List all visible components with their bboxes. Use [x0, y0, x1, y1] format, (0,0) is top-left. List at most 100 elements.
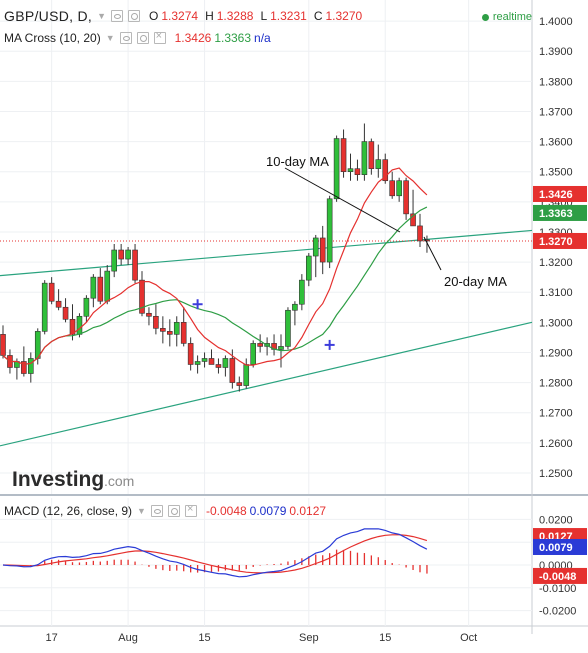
price-tick-label: 1.2800 — [539, 378, 573, 390]
chevron-down-icon[interactable]: ▼ — [137, 506, 146, 516]
candle-body — [132, 249, 138, 281]
candle-body — [125, 249, 131, 260]
ma-cross-label: MA Cross (10, 20) — [4, 31, 101, 45]
macd-hist-value: -0.0048 — [205, 504, 247, 518]
price-tick-label: 1.2600 — [539, 438, 573, 450]
trendline-layer — [0, 229, 533, 447]
macd-label: MACD (12, 26, close, 9) — [4, 504, 133, 518]
candle-body — [299, 279, 305, 305]
ma10-annotation: 10-day MA — [266, 154, 329, 169]
candle-body — [41, 282, 48, 332]
macd-tick-label: -0.0200 — [539, 606, 576, 618]
close-icon[interactable] — [153, 30, 166, 44]
candle-body — [417, 225, 423, 242]
macd-label-bg — [533, 567, 587, 584]
price-label-bg — [533, 204, 587, 221]
ma10-value: 1.3426 — [174, 31, 212, 45]
symbol-label: GBP/USD, D, — [4, 8, 93, 24]
candle-body — [83, 297, 90, 317]
low-value: 1.3231 — [270, 9, 307, 23]
price-tick-label: 1.3700 — [539, 106, 573, 118]
candle-body — [410, 213, 416, 227]
eye-icon[interactable] — [119, 32, 132, 44]
candle-body — [236, 382, 243, 386]
eye-icon[interactable] — [111, 10, 124, 22]
time-tick-label: 17 — [46, 632, 58, 644]
price-label-text: 1.3270 — [539, 236, 573, 248]
candle-body — [90, 276, 97, 299]
candle-body — [27, 358, 34, 374]
candle-body — [187, 343, 194, 365]
realtime-dot-icon — [481, 13, 489, 21]
low-label: L — [260, 9, 268, 23]
time-tick-label: Aug — [118, 632, 138, 644]
candle-body — [139, 279, 145, 314]
candle-body — [160, 328, 166, 332]
price-tick-label: 1.3900 — [539, 46, 573, 58]
ma10-pointer — [284, 167, 401, 233]
candle-body — [201, 358, 208, 362]
price-tick-label: 1.3200 — [539, 257, 573, 269]
price-tick-label: 1.2700 — [539, 408, 573, 420]
time-tick-label: 15 — [379, 632, 391, 644]
ma-cross-marker — [192, 299, 203, 310]
realtime-label: realtime — [492, 11, 532, 23]
close-icon[interactable] — [184, 503, 197, 517]
price-label-tag: 1.3426 — [533, 185, 587, 202]
price-label-text: 1.3426 — [539, 189, 573, 201]
candle-body — [118, 249, 124, 260]
time-tick-label: 15 — [198, 632, 210, 644]
gear-icon[interactable] — [128, 10, 141, 22]
candle-body — [340, 138, 347, 172]
gear-icon[interactable] — [167, 505, 180, 517]
candle-body — [319, 237, 326, 263]
candle-body — [104, 270, 111, 302]
candle-body — [180, 322, 187, 344]
upper-trendline — [0, 229, 533, 277]
price-label-bg — [533, 232, 587, 249]
candle-body — [215, 364, 222, 368]
candle-body — [333, 138, 340, 200]
price-tick-label: 1.2900 — [539, 347, 573, 359]
gear-icon[interactable] — [136, 32, 149, 44]
price-tick-label: 1.2500 — [539, 468, 573, 480]
price-label-text: 1.3363 — [539, 208, 573, 220]
grid-layer — [0, 0, 588, 634]
candle-body — [62, 306, 69, 320]
price-tick-label: 1.3500 — [539, 167, 573, 179]
price-label-tag: 1.3270 — [533, 232, 587, 249]
candle-body — [208, 358, 215, 365]
chevron-down-icon[interactable]: ▼ — [105, 33, 115, 43]
ma20-line — [2, 206, 428, 366]
time-tick-label: Oct — [460, 632, 477, 644]
macd-label-tag: -0.0048 — [533, 567, 587, 584]
axis-layer: 1.4000 1.3900 1.3800 1.3700 1.3600 1.3500 1.34… — [46, 16, 587, 644]
ma20-value: 1.3363 — [214, 31, 252, 45]
macd-layer — [2, 528, 428, 578]
chevron-down-icon[interactable]: ▼ — [97, 11, 107, 21]
price-tick-label: 1.3000 — [539, 317, 573, 329]
macd-label-text: 0.0079 — [539, 542, 573, 554]
macd-tick-label: -0.0100 — [539, 583, 576, 595]
candle-body — [97, 276, 104, 302]
macd-legend: MACD (12, 26, close, 9) ▼ -0.0048 0.0079… — [4, 503, 326, 518]
macd-tick-label: 0.0200 — [539, 514, 573, 526]
price-tick-label: 1.4000 — [539, 16, 573, 28]
eye-icon[interactable] — [150, 505, 163, 517]
candle-body — [146, 312, 152, 317]
high-label: H — [205, 9, 214, 23]
candle-body — [222, 358, 229, 368]
candle-body — [194, 361, 201, 365]
candle-body — [382, 159, 389, 182]
candle-body — [153, 315, 159, 329]
macd-label-tag: 0.0079 — [533, 538, 587, 555]
price-tick-label: 1.3600 — [539, 137, 573, 149]
candle-body — [403, 180, 409, 215]
lower-trendline — [0, 321, 533, 447]
candle-body — [21, 361, 27, 374]
candle-body — [354, 168, 361, 176]
macd-label-text: -0.0048 — [539, 571, 576, 583]
close-value: 1.3270 — [325, 9, 363, 23]
candle-body — [229, 358, 236, 383]
